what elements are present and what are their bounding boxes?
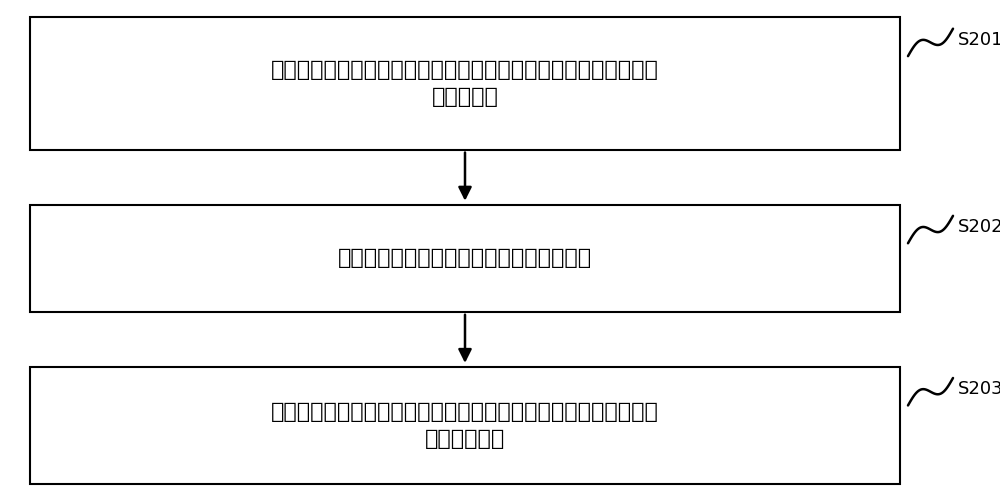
Bar bbox=[30, 367, 900, 484]
Text: 服务器基于用户操作产生的第一信号，确定若干预设量子芯片器件: 服务器基于用户操作产生的第一信号，确定若干预设量子芯片器件 bbox=[271, 60, 659, 80]
Text: S201: S201 bbox=[958, 31, 1000, 49]
Bar bbox=[30, 205, 900, 312]
Bar bbox=[30, 17, 900, 150]
Text: S202: S202 bbox=[958, 218, 1000, 236]
Text: 计算芯片版图: 计算芯片版图 bbox=[425, 429, 505, 449]
Text: 的器件属性: 的器件属性 bbox=[432, 87, 498, 107]
Text: S203: S203 bbox=[958, 380, 1000, 398]
Text: 服务器基于待定芯片版图中的各预设量子芯片器件，生成超导量子: 服务器基于待定芯片版图中的各预设量子芯片器件，生成超导量子 bbox=[271, 402, 659, 422]
Text: 服务器根据各器件属性，确定待定芯片版图: 服务器根据各器件属性，确定待定芯片版图 bbox=[338, 248, 592, 268]
